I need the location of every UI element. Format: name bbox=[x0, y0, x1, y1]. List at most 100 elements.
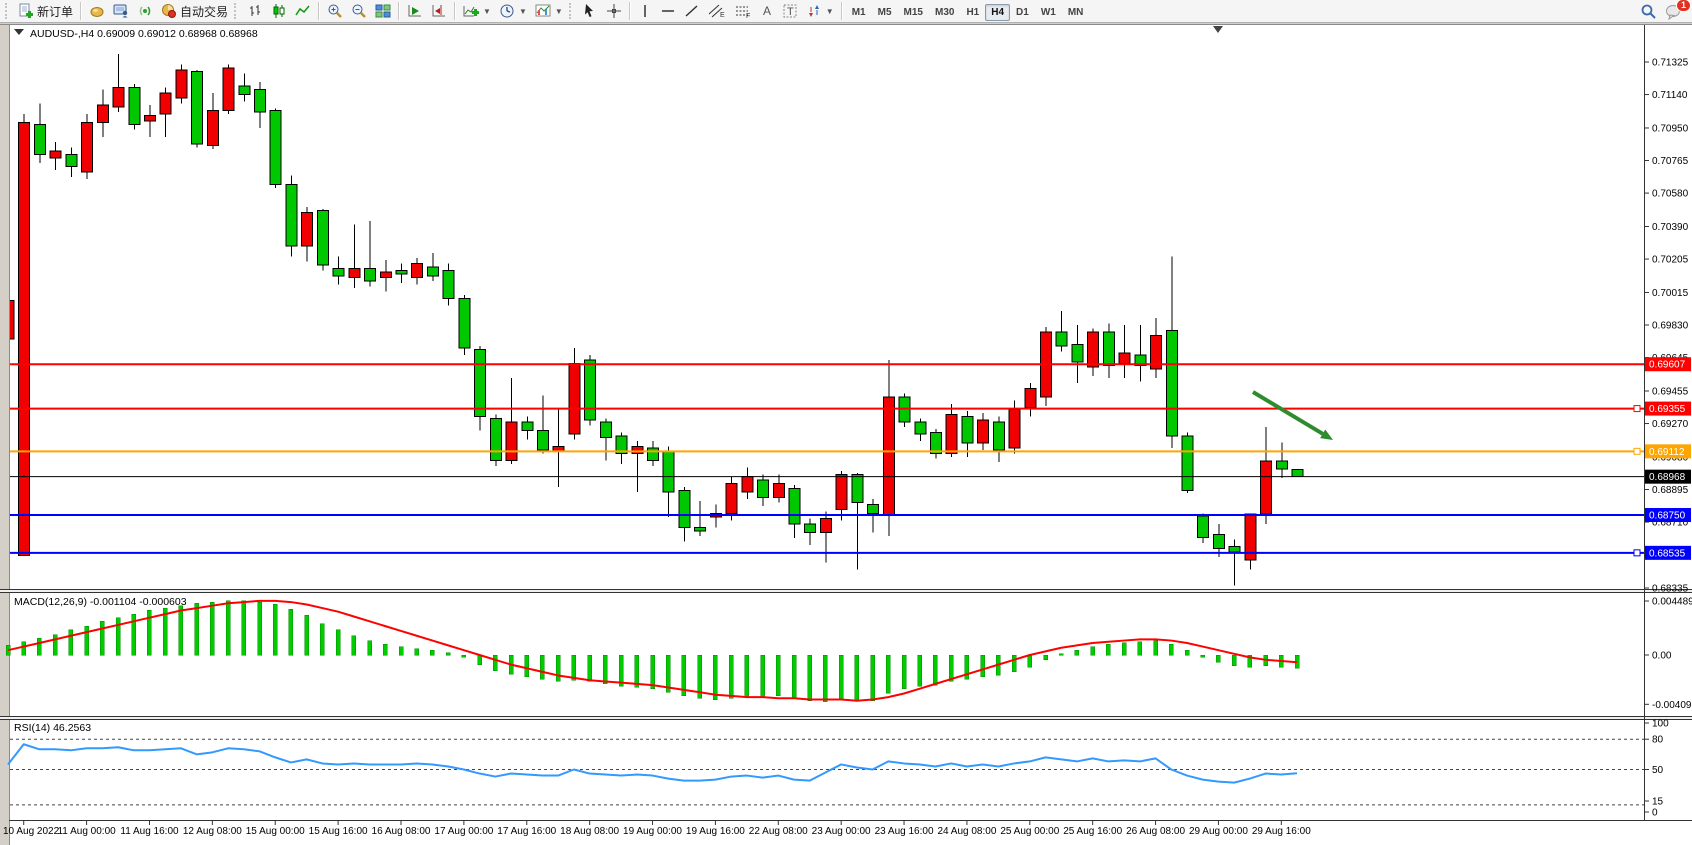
macd-histogram-bar bbox=[1074, 649, 1080, 656]
price-tag-label: 0.68750 bbox=[1649, 511, 1686, 522]
line-selection-handle[interactable] bbox=[1633, 447, 1641, 455]
horizontal-line-tool-button[interactable] bbox=[656, 2, 680, 21]
timeframe-W1[interactable]: W1 bbox=[1040, 7, 1056, 18]
candle bbox=[961, 415, 974, 444]
trendline-tool-button[interactable] bbox=[680, 2, 704, 21]
candle bbox=[631, 445, 644, 454]
text-tool-button[interactable]: A bbox=[756, 2, 778, 21]
trend-arrow-object[interactable] bbox=[1251, 390, 1333, 440]
market-watch-button[interactable] bbox=[85, 2, 109, 21]
toolbar-separator bbox=[398, 2, 401, 20]
trend-arrow-line[interactable] bbox=[1251, 390, 1324, 436]
bar-chart-mode-button[interactable] bbox=[243, 2, 267, 21]
time-tick-label: 23 Aug 16:00 bbox=[875, 826, 934, 837]
macd-histogram-bar bbox=[225, 600, 231, 656]
price-tag-box bbox=[1645, 508, 1691, 523]
vertical-line-tool-button[interactable] bbox=[634, 2, 656, 21]
timeframe-M1[interactable]: M1 bbox=[851, 7, 866, 18]
candle bbox=[741, 475, 754, 493]
candle bbox=[1118, 352, 1131, 365]
timeframe-M15[interactable]: M15 bbox=[903, 7, 923, 18]
macd-histogram-bar bbox=[178, 605, 184, 656]
chart-background bbox=[0, 24, 1692, 845]
terminal-button[interactable] bbox=[109, 2, 133, 21]
macd-histogram-bar bbox=[304, 615, 309, 656]
timeframe-M5[interactable]: M5 bbox=[877, 7, 892, 18]
candle bbox=[647, 447, 660, 461]
macd-histogram-bar bbox=[1106, 643, 1111, 656]
timeframe-H4[interactable]: H4 bbox=[985, 4, 1011, 21]
horizontal-line-object[interactable] bbox=[10, 405, 1644, 413]
trendline-icon bbox=[685, 5, 698, 17]
zoom-out-icon bbox=[352, 4, 366, 18]
candle bbox=[1150, 335, 1163, 370]
pane-divider[interactable] bbox=[0, 589, 1692, 593]
candlestick-icon bbox=[273, 4, 285, 18]
horizontal-line-object[interactable] bbox=[10, 447, 1644, 455]
search-icon bbox=[1641, 4, 1656, 19]
price-tick-label: 0.68335 bbox=[1652, 584, 1689, 595]
candle bbox=[301, 211, 314, 247]
candle bbox=[33, 123, 46, 155]
rsi-line bbox=[7, 743, 1298, 784]
chart-shift-icon bbox=[432, 5, 446, 17]
tile-windows-button[interactable] bbox=[371, 2, 395, 21]
candle bbox=[867, 503, 880, 514]
auto-scroll-button[interactable] bbox=[403, 2, 427, 21]
timeframe-M30[interactable]: M30 bbox=[934, 7, 955, 18]
macd-signal-line bbox=[7, 599, 1298, 702]
crosshair-tool-button[interactable] bbox=[602, 2, 626, 21]
chart-shift-marker[interactable] bbox=[1213, 26, 1223, 33]
toolbar-grip[interactable] bbox=[234, 3, 241, 19]
line-selection-handle[interactable] bbox=[1633, 549, 1641, 557]
autotrade-button[interactable]: 自动交易 bbox=[157, 2, 232, 21]
candle-chart-mode-button[interactable] bbox=[267, 2, 291, 21]
macd-histogram-bar bbox=[21, 641, 26, 656]
trend-arrow-head bbox=[1320, 429, 1333, 440]
fibonacci-tool-button[interactable]: F bbox=[730, 2, 756, 21]
channel-tool-button[interactable]: E bbox=[704, 2, 730, 21]
line-chart-mode-button[interactable] bbox=[291, 2, 315, 21]
toolbar-grip[interactable] bbox=[568, 3, 576, 19]
timeframe-H1[interactable]: H1 bbox=[966, 7, 980, 18]
indicators-button[interactable]: ▼ bbox=[459, 2, 495, 21]
zoom-out-button[interactable] bbox=[347, 2, 371, 21]
price-tick-label: 0.68895 bbox=[1652, 485, 1689, 496]
line-selection-handle[interactable] bbox=[1633, 405, 1641, 413]
periods-button[interactable]: ▼ bbox=[495, 2, 531, 21]
macd-histogram-bar bbox=[1200, 654, 1205, 658]
symbol-dropdown-icon[interactable] bbox=[14, 29, 24, 35]
macd-histogram-bar bbox=[713, 654, 718, 700]
line-chart-icon bbox=[295, 5, 310, 16]
candle bbox=[159, 92, 172, 115]
new-order-button[interactable]: 新订单 bbox=[14, 2, 77, 21]
price-tick-label: 0.70390 bbox=[1652, 222, 1689, 233]
toolbar-grip[interactable] bbox=[5, 3, 12, 19]
templates-button[interactable]: ▼ bbox=[531, 2, 567, 21]
timeframe-MN[interactable]: MN bbox=[1067, 7, 1084, 18]
time-tick-label: 10 Aug 2022 bbox=[3, 826, 60, 837]
macd-histogram-bar bbox=[870, 654, 875, 701]
candle bbox=[411, 262, 424, 279]
horizontal-line-object[interactable] bbox=[10, 549, 1644, 557]
notifications-button[interactable]: 1 bbox=[1661, 0, 1691, 21]
signals-button[interactable] bbox=[133, 2, 157, 21]
price-tag: 0.68535 bbox=[1645, 545, 1691, 560]
timeframe-D1[interactable]: D1 bbox=[1016, 7, 1029, 18]
cursor-tool-button[interactable] bbox=[578, 2, 602, 21]
fibonacci-icon: F bbox=[735, 6, 750, 19]
shapes-tool-button[interactable]: ▼ bbox=[802, 2, 838, 21]
candle bbox=[851, 474, 864, 504]
chart-shift-button[interactable] bbox=[427, 2, 451, 21]
macd-histogram-bar bbox=[1231, 654, 1237, 667]
candle bbox=[458, 298, 471, 349]
toolbar-separator bbox=[318, 2, 321, 20]
macd-histogram-bar bbox=[131, 613, 137, 656]
candle bbox=[1291, 468, 1304, 478]
macd-histogram-bar bbox=[634, 654, 640, 688]
search-button[interactable] bbox=[1636, 2, 1661, 21]
text-label-tool-button[interactable]: T bbox=[778, 2, 802, 21]
pane-divider[interactable] bbox=[0, 716, 1692, 720]
zoom-in-button[interactable] bbox=[323, 2, 347, 21]
crosshair-icon bbox=[606, 4, 621, 18]
